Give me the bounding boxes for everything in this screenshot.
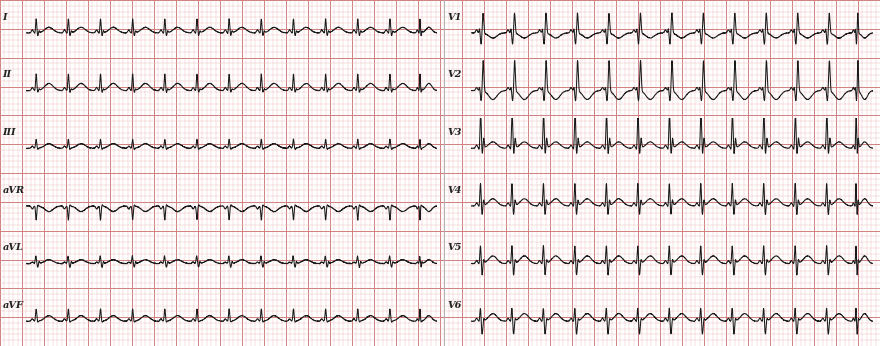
Text: III: III	[3, 128, 16, 137]
Text: V4: V4	[447, 186, 461, 195]
Text: aVR: aVR	[3, 186, 25, 195]
Text: V3: V3	[447, 128, 461, 137]
Text: V1: V1	[447, 13, 461, 22]
Text: V2: V2	[447, 70, 461, 79]
Text: V5: V5	[447, 243, 461, 252]
Text: V6: V6	[447, 301, 461, 310]
Text: aVF: aVF	[3, 301, 24, 310]
Text: II: II	[3, 70, 11, 79]
Text: I: I	[3, 13, 7, 22]
Text: aVL: aVL	[3, 243, 24, 252]
